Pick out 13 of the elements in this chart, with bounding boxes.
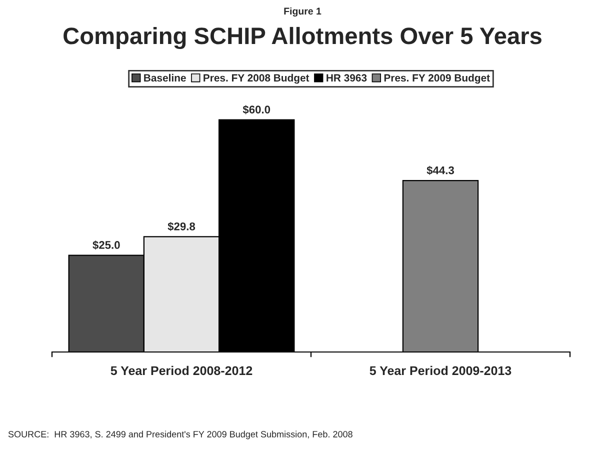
data-label: $44.3 — [426, 166, 454, 175]
legend-label: Baseline — [144, 74, 186, 82]
data-label: $29.8 — [168, 222, 196, 232]
x-tick-label: 5 Year Period 2009-2013 — [370, 366, 512, 376]
chart-title: Comparing SCHIP Allotments Over 5 Years — [64, 26, 542, 50]
legend-label: Pres. FY 2009 Budget — [384, 74, 490, 84]
source-note: SOURCE: HR 3963, S. 2499 and President's FY 2009 Budget Submission, Feb. 2008 — [8, 430, 352, 440]
x-tick-label: 5 Year Period 2008-2012 — [110, 366, 252, 376]
data-label: $25.0 — [92, 240, 120, 250]
data-label: $60.0 — [242, 105, 270, 114]
chart-subtitle: Figure 1 — [284, 7, 322, 17]
legend-label: HR 3963 — [326, 74, 367, 82]
legend-label: Pres. FY 2008 Budget — [204, 74, 310, 84]
